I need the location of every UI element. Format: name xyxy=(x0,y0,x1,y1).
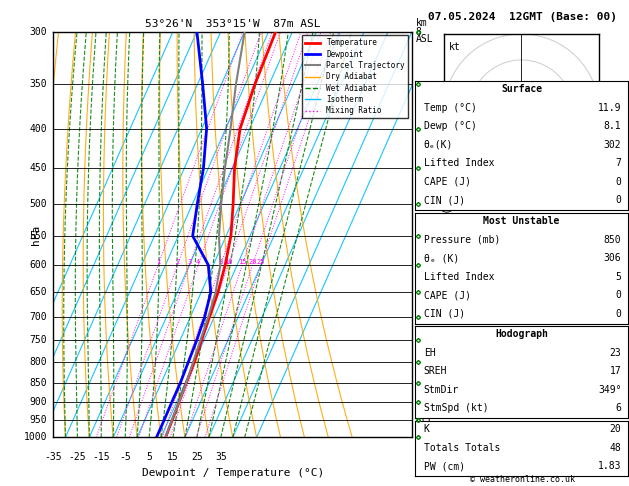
Text: 650: 650 xyxy=(30,287,47,297)
Text: Lifted Index: Lifted Index xyxy=(424,158,494,168)
Text: 550: 550 xyxy=(30,231,47,241)
Text: Mixing Ratio (g/kg): Mixing Ratio (g/kg) xyxy=(443,179,453,290)
Text: 48: 48 xyxy=(610,443,621,452)
Text: 600: 600 xyxy=(30,260,47,270)
Text: 900: 900 xyxy=(526,124,536,129)
Text: 850: 850 xyxy=(526,127,536,132)
Text: 800: 800 xyxy=(527,129,537,135)
Text: 8: 8 xyxy=(416,27,421,36)
Text: 0: 0 xyxy=(616,195,621,205)
Text: 950: 950 xyxy=(526,122,535,127)
Text: 302: 302 xyxy=(604,140,621,150)
Text: 950: 950 xyxy=(30,415,47,425)
Text: 800: 800 xyxy=(30,357,47,367)
Text: 1000: 1000 xyxy=(526,122,538,127)
Text: 750: 750 xyxy=(30,335,47,346)
Text: 400: 400 xyxy=(30,123,47,134)
Text: 15: 15 xyxy=(238,259,247,265)
Text: 07.05.2024  12GMT (Base: 00): 07.05.2024 12GMT (Base: 00) xyxy=(428,12,616,22)
Text: kt: kt xyxy=(449,42,460,52)
Text: 10: 10 xyxy=(224,259,232,265)
Text: 500: 500 xyxy=(30,199,47,209)
Text: 0: 0 xyxy=(616,309,621,318)
Text: 3: 3 xyxy=(416,312,421,322)
Text: 7: 7 xyxy=(416,123,421,134)
Text: 0: 0 xyxy=(616,290,621,300)
Text: 6: 6 xyxy=(416,163,421,173)
Text: EH: EH xyxy=(424,348,435,358)
Text: SREH: SREH xyxy=(424,366,447,376)
Text: Hodograph: Hodograph xyxy=(495,330,548,339)
Text: 8.1: 8.1 xyxy=(604,122,621,131)
Text: 3: 3 xyxy=(187,259,192,265)
Text: StmDir: StmDir xyxy=(424,385,459,395)
Text: Most Unstable: Most Unstable xyxy=(483,216,560,226)
Text: 11.9: 11.9 xyxy=(598,103,621,113)
Text: 25: 25 xyxy=(257,259,265,265)
Text: 450: 450 xyxy=(30,163,47,173)
Text: Dewpoint / Temperature (°C): Dewpoint / Temperature (°C) xyxy=(142,468,324,478)
Text: -25: -25 xyxy=(69,451,86,462)
Text: hPa: hPa xyxy=(31,225,40,244)
Text: Dewp (°C): Dewp (°C) xyxy=(424,122,477,131)
Text: -35: -35 xyxy=(45,451,62,462)
Text: 850: 850 xyxy=(30,378,47,388)
Text: 20: 20 xyxy=(610,424,621,434)
Text: CIN (J): CIN (J) xyxy=(424,195,465,205)
Text: 900: 900 xyxy=(30,397,47,407)
Text: 23: 23 xyxy=(610,348,621,358)
Text: ASL: ASL xyxy=(416,34,433,44)
Text: CAPE (J): CAPE (J) xyxy=(424,177,470,187)
Text: © weatheronline.co.uk: © weatheronline.co.uk xyxy=(470,474,574,484)
Text: 8: 8 xyxy=(218,259,223,265)
Text: 2: 2 xyxy=(416,357,421,367)
Text: CAPE (J): CAPE (J) xyxy=(424,290,470,300)
Text: Totals Totals: Totals Totals xyxy=(424,443,500,452)
Text: 25: 25 xyxy=(191,451,203,462)
Text: 15: 15 xyxy=(167,451,179,462)
Text: 0: 0 xyxy=(616,177,621,187)
Text: 20: 20 xyxy=(248,259,257,265)
Text: LCL: LCL xyxy=(416,415,433,425)
Text: 1: 1 xyxy=(416,397,421,407)
Text: km: km xyxy=(416,17,427,28)
Text: 4: 4 xyxy=(416,260,421,270)
Text: 1: 1 xyxy=(156,259,160,265)
Text: Surface: Surface xyxy=(501,85,542,94)
Text: 1.83: 1.83 xyxy=(598,461,621,471)
Text: 700: 700 xyxy=(30,312,47,322)
Text: 5: 5 xyxy=(416,231,421,241)
Text: 850: 850 xyxy=(604,235,621,244)
Text: K: K xyxy=(424,424,430,434)
Text: 35: 35 xyxy=(215,451,226,462)
Text: θₑ(K): θₑ(K) xyxy=(424,140,453,150)
Text: -5: -5 xyxy=(120,451,131,462)
Text: -15: -15 xyxy=(92,451,110,462)
Text: PW (cm): PW (cm) xyxy=(424,461,465,471)
Text: 349°: 349° xyxy=(598,385,621,395)
Text: θₑ (K): θₑ (K) xyxy=(424,253,459,263)
Text: CIN (J): CIN (J) xyxy=(424,309,465,318)
Text: Lifted Index: Lifted Index xyxy=(424,272,494,281)
Text: 6: 6 xyxy=(616,403,621,413)
Text: 5: 5 xyxy=(616,272,621,281)
Text: 4: 4 xyxy=(196,259,201,265)
Legend: Temperature, Dewpoint, Parcel Trajectory, Dry Adiabat, Wet Adiabat, Isotherm, Mi: Temperature, Dewpoint, Parcel Trajectory… xyxy=(302,35,408,118)
Text: 300: 300 xyxy=(30,27,47,36)
Text: 2: 2 xyxy=(175,259,179,265)
Text: StmSpd (kt): StmSpd (kt) xyxy=(424,403,488,413)
Text: 7: 7 xyxy=(616,158,621,168)
Text: Temp (°C): Temp (°C) xyxy=(424,103,477,113)
Text: 17: 17 xyxy=(610,366,621,376)
Text: 5: 5 xyxy=(146,451,152,462)
Text: 1000: 1000 xyxy=(23,433,47,442)
Title: 53°26'N  353°15'W  87m ASL: 53°26'N 353°15'W 87m ASL xyxy=(145,19,321,30)
Text: 350: 350 xyxy=(30,79,47,88)
Text: Pressure (mb): Pressure (mb) xyxy=(424,235,500,244)
Text: 306: 306 xyxy=(604,253,621,263)
